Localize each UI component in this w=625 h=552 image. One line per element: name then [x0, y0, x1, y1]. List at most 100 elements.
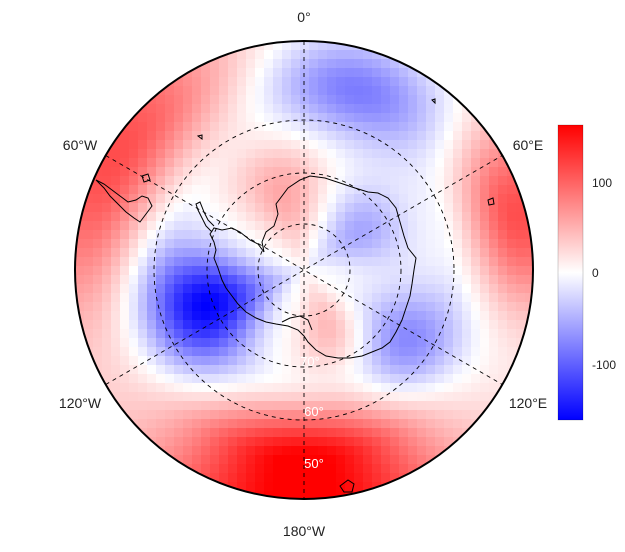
field-cell	[471, 392, 481, 402]
field-cell	[399, 194, 409, 204]
field-cell	[291, 248, 301, 258]
field-cell	[453, 149, 463, 159]
field-cell	[327, 239, 337, 249]
field-cell	[390, 95, 400, 105]
field-cell	[237, 419, 247, 429]
new-zealand-island	[339, 479, 355, 493]
field-cell	[264, 374, 274, 384]
field-cell	[255, 482, 265, 492]
field-cell	[336, 473, 346, 483]
field-cell	[516, 329, 526, 339]
field-cell	[381, 68, 391, 78]
field-cell	[111, 347, 121, 357]
field-cell	[408, 473, 418, 483]
field-cell	[102, 194, 112, 204]
field-cell	[354, 113, 364, 123]
field-cell	[273, 176, 283, 186]
field-cell	[264, 95, 274, 105]
field-cell	[120, 266, 130, 276]
field-cell	[408, 293, 418, 303]
field-cell	[417, 176, 427, 186]
field-cell	[417, 131, 427, 141]
field-cell	[255, 248, 265, 258]
field-cell	[453, 338, 463, 348]
field-cell	[408, 266, 418, 276]
field-cell	[363, 221, 373, 231]
field-cell	[417, 104, 427, 114]
field-cell	[327, 491, 337, 499]
field-cell	[354, 401, 364, 411]
field-cell	[354, 77, 364, 87]
field-cell	[210, 86, 220, 96]
field-cell	[237, 293, 247, 303]
field-cell	[462, 419, 472, 429]
field-cell	[426, 77, 436, 87]
field-cell	[264, 329, 274, 339]
field-cell	[255, 275, 265, 285]
field-cell	[381, 392, 391, 402]
field-cell	[381, 122, 391, 132]
field-cell	[138, 149, 148, 159]
kerguelen-island	[487, 197, 495, 206]
field-cell	[381, 41, 391, 51]
field-cell	[390, 446, 400, 456]
field-cell	[345, 248, 355, 258]
field-cell	[417, 248, 427, 258]
field-cell	[327, 473, 337, 483]
field-cell	[309, 347, 319, 357]
field-cell	[345, 311, 355, 321]
field-cell	[453, 293, 463, 303]
field-cell	[471, 158, 481, 168]
field-cell	[273, 392, 283, 402]
field-cell	[192, 365, 202, 375]
field-cell	[525, 248, 533, 258]
field-cell	[183, 185, 193, 195]
field-cell	[156, 455, 166, 465]
field-cell	[102, 257, 112, 267]
field-cell	[516, 293, 526, 303]
field-cell	[273, 446, 283, 456]
field-cell	[282, 356, 292, 366]
field-cell	[336, 338, 346, 348]
field-cell	[129, 176, 139, 186]
field-cell	[327, 77, 337, 87]
field-cell	[309, 293, 319, 303]
field-cell	[228, 392, 238, 402]
field-cell	[291, 374, 301, 384]
field-cell	[129, 284, 139, 294]
field-cell	[183, 410, 193, 420]
field-cell	[282, 194, 292, 204]
field-cell	[417, 122, 427, 132]
field-cell	[390, 158, 400, 168]
field-cell	[210, 185, 220, 195]
field-cell	[309, 257, 319, 267]
field-cell	[399, 455, 409, 465]
field-cell	[372, 464, 382, 474]
field-cell	[228, 428, 238, 438]
field-cell	[165, 374, 175, 384]
field-cell	[237, 212, 247, 222]
field-cell	[399, 293, 409, 303]
field-cell	[507, 203, 517, 213]
field-cell	[336, 410, 346, 420]
field-cell	[309, 167, 319, 177]
field-cell	[138, 401, 148, 411]
field-cell	[192, 140, 202, 150]
field-cell	[201, 149, 211, 159]
field-cell	[102, 248, 112, 258]
field-cell	[120, 302, 130, 312]
field-cell	[201, 275, 211, 285]
field-cell	[219, 239, 229, 249]
field-cell	[444, 338, 454, 348]
field-cell	[192, 383, 202, 393]
field-cell	[192, 68, 202, 78]
field-cell	[102, 185, 112, 195]
field-cell	[264, 239, 274, 249]
field-cell	[75, 257, 85, 267]
field-cell	[408, 356, 418, 366]
field-cell	[174, 86, 184, 96]
field-cell	[318, 248, 328, 258]
field-cell	[417, 212, 427, 222]
field-cell	[516, 284, 526, 294]
field-cell	[120, 167, 130, 177]
